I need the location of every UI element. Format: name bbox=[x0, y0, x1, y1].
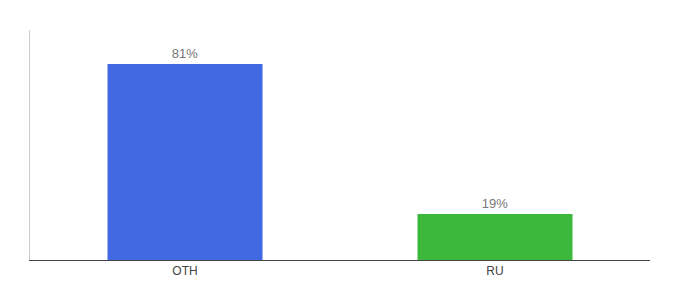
svg-text:81%: 81% bbox=[172, 46, 198, 61]
svg-text:19%: 19% bbox=[482, 196, 508, 211]
svg-text:RU: RU bbox=[486, 264, 503, 278]
svg-text:OTH: OTH bbox=[172, 264, 197, 278]
